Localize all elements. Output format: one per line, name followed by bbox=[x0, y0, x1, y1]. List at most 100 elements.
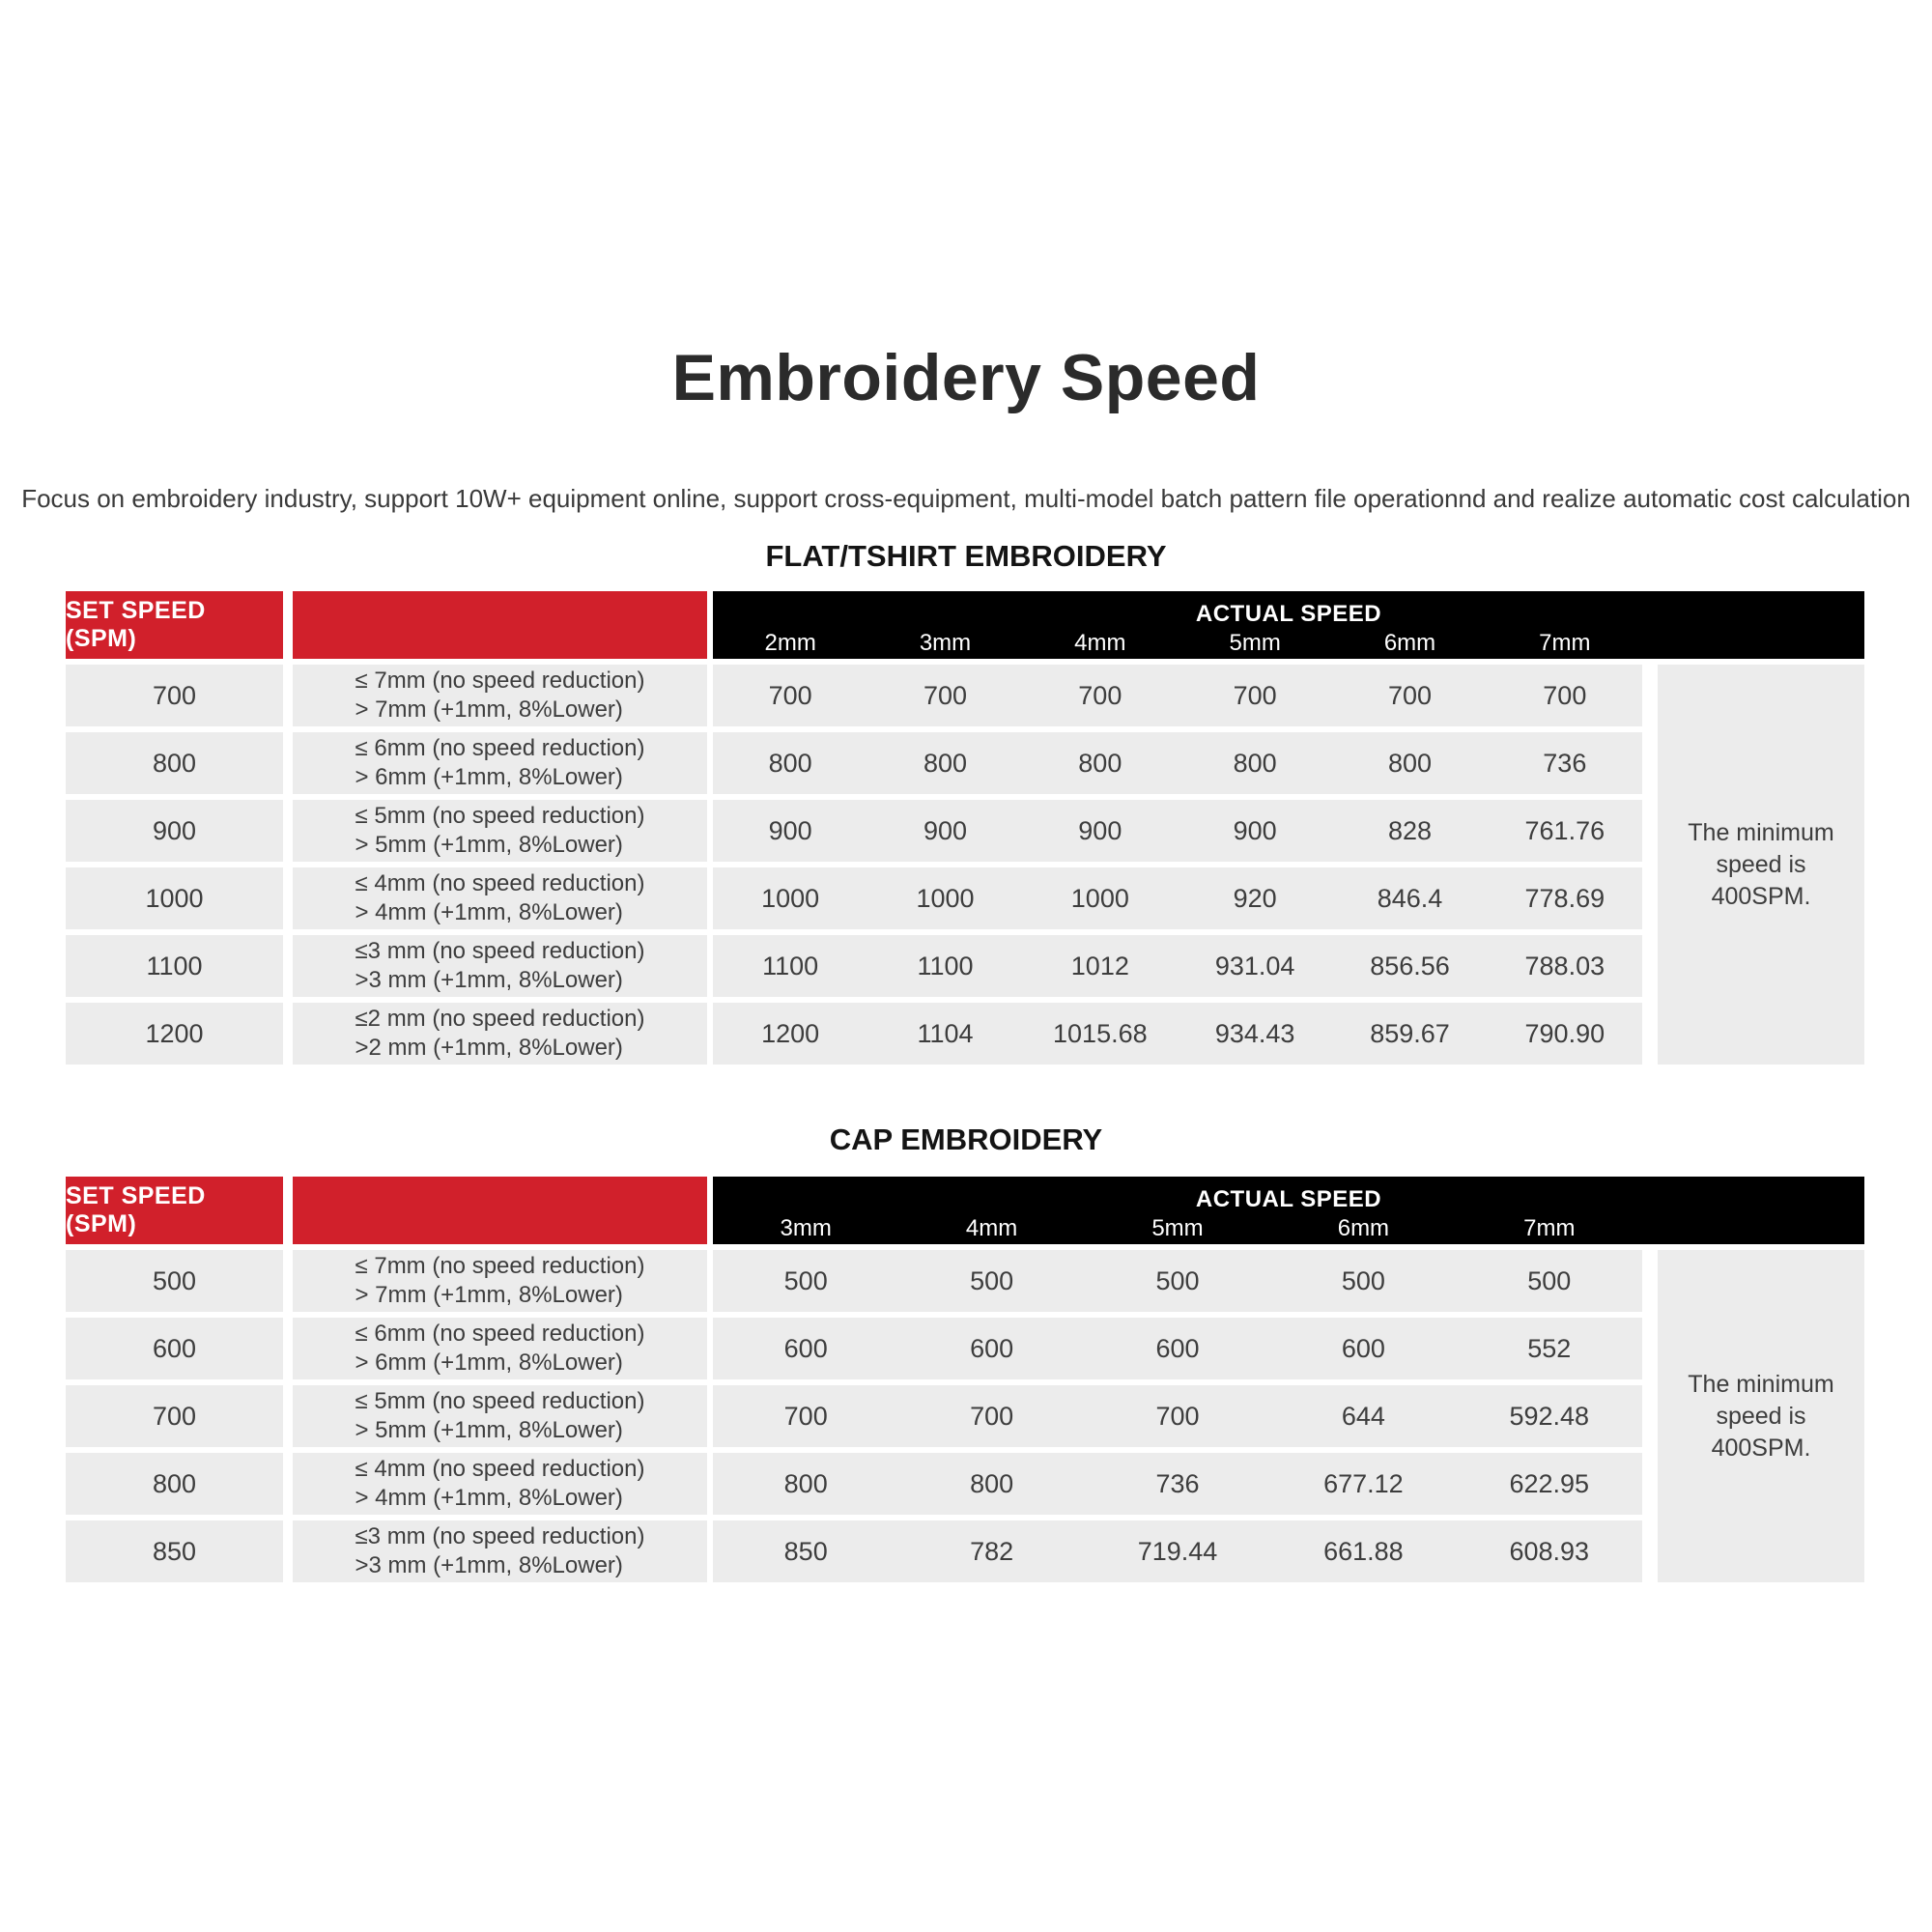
rule-line-1: ≤ 7mm (no speed reduction) bbox=[355, 668, 645, 694]
column-header-6mm: 6mm bbox=[1383, 630, 1436, 656]
actual-speed-cells: 900 900 900 900 828 761.76 bbox=[713, 800, 1642, 862]
rule-line-1: ≤ 7mm (no speed reduction) bbox=[355, 1253, 645, 1279]
reduction-rule-cell: ≤2 mm (no speed reduction) >2 mm (+1mm, … bbox=[293, 1003, 707, 1065]
set-speed-cell: 900 bbox=[66, 800, 283, 862]
speed-value: 900 bbox=[1078, 815, 1122, 845]
speed-value: 500 bbox=[1341, 1265, 1385, 1295]
speed-value: 800 bbox=[1078, 748, 1122, 778]
rule-line-2: > 4mm (+1mm, 8%Lower) bbox=[355, 899, 623, 925]
actual-speed-cells: 700 700 700 700 700 700 bbox=[713, 665, 1642, 726]
set-speed-header-cell: SET SPEED (SPM) bbox=[66, 591, 283, 659]
speed-value: 500 bbox=[783, 1265, 828, 1295]
speed-value: 859.67 bbox=[1370, 1018, 1450, 1048]
speed-value: 828 bbox=[1387, 815, 1433, 845]
set-speed-cell: 800 bbox=[66, 732, 283, 794]
column-header-3mm: 3mm bbox=[919, 630, 972, 656]
set-speed-cell: 800 bbox=[66, 1453, 283, 1515]
page-title: Embroidery Speed bbox=[671, 341, 1261, 414]
speed-value: 1104 bbox=[917, 1018, 974, 1048]
rule-line-1: ≤ 5mm (no speed reduction) bbox=[355, 803, 645, 829]
speed-value: 600 bbox=[1155, 1333, 1200, 1363]
speed-value: 778.69 bbox=[1524, 883, 1605, 913]
speed-value: 800 bbox=[768, 748, 812, 778]
reduction-rule-cell: ≤ 4mm (no speed reduction) > 4mm (+1mm, … bbox=[293, 867, 707, 929]
actual-speed-cells: 850 782 719.44 661.88 608.93 bbox=[713, 1520, 1642, 1582]
rule-line-2: >3 mm (+1mm, 8%Lower) bbox=[355, 967, 623, 993]
rule-line-2: >2 mm (+1mm, 8%Lower) bbox=[355, 1035, 623, 1061]
actual-speed-cells: 700 700 700 644 592.48 bbox=[713, 1385, 1642, 1447]
actual-speed-cells: 1200 1104 1015.68 934.43 859.67 790.90 bbox=[713, 1003, 1642, 1065]
set-speed-cell: 1000 bbox=[66, 867, 283, 929]
minimum-speed-note: The minimum speed is 400SPM. bbox=[1658, 665, 1864, 1065]
speed-value: 700 bbox=[783, 1401, 828, 1431]
rule-line-2: > 5mm (+1mm, 8%Lower) bbox=[355, 832, 623, 858]
rule-line-2: > 6mm (+1mm, 8%Lower) bbox=[355, 764, 623, 790]
speed-value: 800 bbox=[970, 1468, 1014, 1498]
rule-line-2: > 5mm (+1mm, 8%Lower) bbox=[355, 1417, 623, 1443]
set-speed-cell: 850 bbox=[66, 1520, 283, 1582]
speed-value: 552 bbox=[1527, 1333, 1572, 1363]
speed-value: 600 bbox=[783, 1333, 828, 1363]
speed-value: 800 bbox=[1233, 748, 1277, 778]
table-row: 700 ≤ 7mm (no speed reduction) > 7mm (+1… bbox=[66, 665, 1864, 726]
set-speed-cell: 700 bbox=[66, 1385, 283, 1447]
mm-column-headers: 2mm 3mm 4mm 5mm 6mm 7mm bbox=[713, 630, 1642, 659]
speed-value: 1015.68 bbox=[1053, 1018, 1148, 1048]
speed-value: 700 bbox=[1155, 1401, 1200, 1431]
speed-value: 800 bbox=[923, 748, 968, 778]
table-row: 500 ≤ 7mm (no speed reduction) > 7mm (+1… bbox=[66, 1250, 1864, 1312]
table-row: 1100 ≤3 mm (no speed reduction) >3 mm (+… bbox=[66, 935, 1864, 997]
rule-line-2: > 4mm (+1mm, 8%Lower) bbox=[355, 1485, 623, 1511]
actual-speed-cells: 600 600 600 600 552 bbox=[713, 1318, 1642, 1379]
speed-value: 700 bbox=[1387, 680, 1433, 710]
speed-value: 788.03 bbox=[1524, 951, 1605, 980]
speed-value: 1012 bbox=[1070, 951, 1129, 980]
speed-value: 600 bbox=[970, 1333, 1014, 1363]
table-row: 800 ≤ 4mm (no speed reduction) > 4mm (+1… bbox=[66, 1453, 1864, 1515]
actual-speed-cells: 800 800 736 677.12 622.95 bbox=[713, 1453, 1642, 1515]
mm-column-headers: 3mm 4mm 5mm 6mm 7mm bbox=[713, 1215, 1642, 1244]
speed-value: 1200 bbox=[761, 1018, 820, 1048]
table-row: 850 ≤3 mm (no speed reduction) >3 mm (+1… bbox=[66, 1520, 1864, 1582]
column-header-4mm: 4mm bbox=[965, 1215, 1018, 1241]
reduction-rule-cell: ≤ 6mm (no speed reduction) > 6mm (+1mm, … bbox=[293, 1318, 707, 1379]
reduction-rule-cell: ≤3 mm (no speed reduction) >3 mm (+1mm, … bbox=[293, 1520, 707, 1582]
rule-line-2: > 7mm (+1mm, 8%Lower) bbox=[355, 1282, 623, 1308]
speed-value: 500 bbox=[970, 1265, 1014, 1295]
rule-line-1: ≤ 4mm (no speed reduction) bbox=[355, 1456, 645, 1482]
empty-header-cell bbox=[293, 1177, 707, 1244]
reduction-rule-cell: ≤ 6mm (no speed reduction) > 6mm (+1mm, … bbox=[293, 732, 707, 794]
rule-line-2: > 7mm (+1mm, 8%Lower) bbox=[355, 696, 623, 723]
reduction-rule-cell: ≤3 mm (no speed reduction) >3 mm (+1mm, … bbox=[293, 935, 707, 997]
speed-value: 700 bbox=[1233, 680, 1277, 710]
actual-speed-label: ACTUAL SPEED bbox=[1195, 601, 1382, 627]
speed-value: 934.43 bbox=[1214, 1018, 1295, 1048]
speed-value: 700 bbox=[1543, 680, 1587, 710]
speed-value: 500 bbox=[1527, 1265, 1572, 1295]
speed-value: 677.12 bbox=[1323, 1468, 1404, 1498]
table-row: 800 ≤ 6mm (no speed reduction) > 6mm (+1… bbox=[66, 732, 1864, 794]
rule-line-1: ≤3 mm (no speed reduction) bbox=[355, 1523, 645, 1549]
speed-value: 736 bbox=[1543, 748, 1587, 778]
speed-value: 1000 bbox=[1070, 883, 1129, 913]
rule-line-1: ≤2 mm (no speed reduction) bbox=[355, 1006, 645, 1032]
rule-line-1: ≤ 4mm (no speed reduction) bbox=[355, 870, 645, 896]
cap-embroidery-table: SET SPEED (SPM) ACTUAL SPEED 3mm 4mm 5mm… bbox=[66, 1177, 1864, 1582]
reduction-rule-cell: ≤ 7mm (no speed reduction) > 7mm (+1mm, … bbox=[293, 1250, 707, 1312]
speed-value: 1000 bbox=[761, 883, 820, 913]
speed-value: 736 bbox=[1155, 1468, 1200, 1498]
table-row: 600 ≤ 6mm (no speed reduction) > 6mm (+1… bbox=[66, 1318, 1864, 1379]
set-speed-cell: 600 bbox=[66, 1318, 283, 1379]
column-header-3mm: 3mm bbox=[780, 1215, 832, 1241]
column-header-5mm: 5mm bbox=[1151, 1215, 1204, 1241]
column-header-4mm: 4mm bbox=[1074, 630, 1126, 656]
speed-value: 600 bbox=[1341, 1333, 1385, 1363]
set-speed-cell: 1200 bbox=[66, 1003, 283, 1065]
set-speed-cell: 700 bbox=[66, 665, 283, 726]
speed-value: 644 bbox=[1341, 1401, 1385, 1431]
rule-line-2: > 6mm (+1mm, 8%Lower) bbox=[355, 1350, 623, 1376]
actual-speed-header-cell: ACTUAL SPEED 2mm 3mm 4mm 5mm 6mm 7mm bbox=[713, 591, 1864, 659]
table-row: 900 ≤ 5mm (no speed reduction) > 5mm (+1… bbox=[66, 800, 1864, 862]
actual-speed-cells: 500 500 500 500 500 bbox=[713, 1250, 1642, 1312]
